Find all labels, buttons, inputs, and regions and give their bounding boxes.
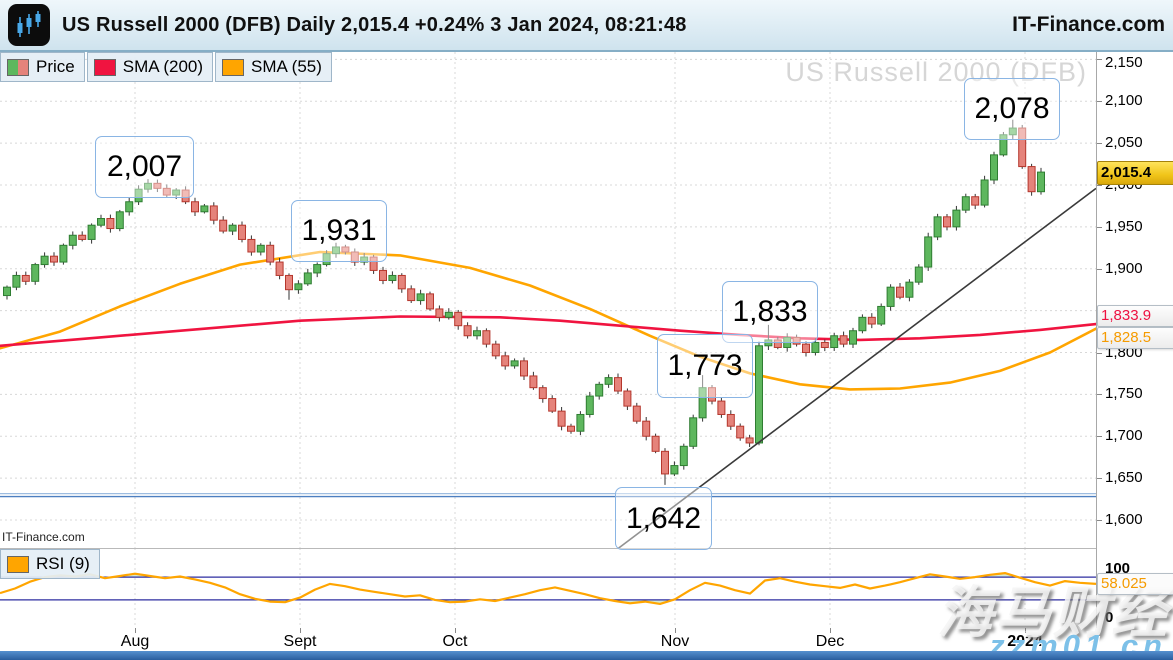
rsi-value-tag: 58.025 [1097,573,1173,595]
price-tick-label: 1,950 [1105,218,1143,235]
month-tick-mark [830,628,831,633]
month-label-aug: Aug [120,633,150,650]
rsi-legend: RSI (9) [0,549,100,579]
price-tick-label: 1,700 [1105,427,1143,444]
price-tick-mark [1097,185,1102,186]
price-callout: 1,833 [722,281,818,343]
candlestick-icon-glyph [17,11,41,37]
price-rsi-divider [0,548,1173,549]
price-tick-label: 1,600 [1105,511,1143,528]
price-tick-mark [1097,101,1102,102]
price-callout-value: 1,833 [732,295,808,328]
price-tick-label: 1,900 [1105,260,1143,277]
month-tick-mark [675,628,676,633]
price-tick-label: 2,100 [1105,92,1143,109]
month-tick-mark [1025,628,1026,633]
chart-name-watermark: US Russell 2000 (DFB) [785,57,1087,87]
price-legend: Price SMA (200) SMA (55) [0,52,332,82]
month-tick-mark [135,628,136,633]
chart-title: US Russell 2000 (DFB) Daily 2,015.4 +0.2… [62,13,687,36]
time-axis[interactable]: Aug Sept Oct Nov Dec 2024 [0,628,1173,651]
price-tick-mark [1097,394,1102,395]
legend-item-price[interactable]: Price [0,52,85,82]
month-label-oct: Oct [442,633,468,650]
sma55-swatch-icon [222,58,245,76]
price-callout-value: 2,078 [974,92,1050,125]
price-callout-value: 1,931 [301,214,377,247]
last-price-tag: 2,015.4 [1097,161,1173,185]
price-callout-value: 1,773 [667,349,743,382]
price-callout: 1,773 [657,334,753,398]
price-tick-mark [1097,227,1102,228]
rsi-chart[interactable] [0,548,1096,628]
price-callout-value: 2,007 [106,150,183,183]
month-tick-mark [300,628,301,633]
price-tick-mark [1097,436,1102,437]
legend-sma200-label: SMA (200) [122,57,204,76]
rsi-swatch-icon [7,555,29,573]
price-tick-mark [1097,478,1102,479]
legend-price-label: Price [36,57,75,76]
price-callout: 2,007 [95,136,194,198]
month-label-sept: Sept [283,633,317,650]
price-tick-mark [1097,520,1102,521]
month-label-2024: 2024 [1007,633,1043,650]
month-label-dec: Dec [815,633,845,650]
candlestick-chart-icon[interactable] [8,4,50,46]
price-callout: 1,931 [291,200,387,262]
title-bar: US Russell 2000 (DFB) Daily 2,015.4 +0.2… [0,0,1173,52]
price-tick-mark [1097,143,1102,144]
legend-item-rsi[interactable]: RSI (9) [0,549,100,579]
sma55-value-tag: 1,828.5 [1097,327,1173,349]
legend-item-sma55[interactable]: SMA (55) [215,52,332,82]
rsi-tick-label: 100 [1105,560,1131,577]
itfinance-small-watermark: IT-Finance.com [2,530,85,544]
itfinance-logo: IT-Finance.com [1012,13,1165,36]
legend-rsi-label: RSI (9) [36,554,90,573]
price-chart[interactable] [0,52,1096,548]
price-tick-mark [1097,269,1102,270]
price-tick-label: 1,650 [1105,469,1143,486]
month-label-nov: Nov [660,633,690,650]
price-tick-mark [1097,59,1102,60]
bottom-bar [0,651,1173,660]
legend-sma55-label: SMA (55) [251,57,322,76]
rsi-tick-label: 0 [1105,609,1114,626]
price-tick-label: 2,050 [1105,134,1143,151]
sma200-swatch-icon [93,58,116,76]
price-axis[interactable]: 2,1502,1002,0502,0001,9501,9001,8501,800… [1096,52,1173,651]
price-swatch-icon [7,58,29,76]
price-callout: 2,078 [964,78,1060,140]
price-tick-label: 2,150 [1105,54,1143,71]
month-tick-mark [455,628,456,633]
price-tick-mark [1097,353,1102,354]
sma200-value-tag: 1,833.9 [1097,305,1173,327]
price-tick-label: 1,750 [1105,385,1143,402]
legend-item-sma200[interactable]: SMA (200) [86,52,214,82]
price-callout: 1,642 [615,487,712,550]
price-callout-value: 1,642 [625,501,702,535]
